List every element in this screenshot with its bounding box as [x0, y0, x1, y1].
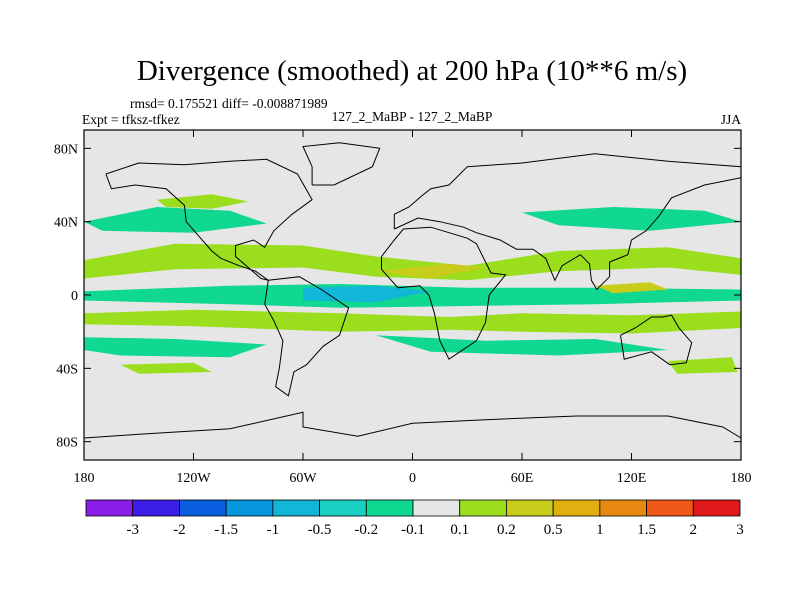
contour-region-6 [84, 309, 741, 334]
contour-region-4 [157, 194, 249, 209]
x-axis: 180 120W 60W 0 60E 120E 180 [74, 130, 752, 486]
y-axis: 80N 40N 0 40S 80S [54, 142, 741, 451]
colorbar-swatch [319, 499, 367, 517]
colorbar-label: 3 [736, 522, 744, 538]
contour-region-9 [120, 362, 212, 374]
colorbar-swatch [692, 499, 741, 517]
coastline-south-america [264, 276, 350, 397]
y-tick-label: 40S [56, 362, 78, 377]
colorbar-label: -0.1 [401, 522, 425, 538]
colorbar-label: 1 [596, 522, 604, 538]
colorbar-swatch [599, 499, 647, 517]
colorbar-label: 1.5 [637, 522, 656, 538]
contour-region-12 [595, 282, 668, 294]
y-tick-label: 80N [54, 142, 78, 157]
expt-line: Expt = tfksz-tfkez [82, 112, 180, 127]
colorbar-label: -1 [267, 522, 280, 538]
contour-region-8 [376, 335, 668, 356]
contour-region-5 [522, 207, 741, 231]
contour-region-7 [84, 337, 267, 358]
y-tick-label: 0 [71, 289, 78, 304]
colorbar-label: -3 [126, 522, 139, 538]
x-tick-label: 60E [511, 471, 534, 486]
colorbar-swatch [459, 499, 507, 517]
coastline-north-america [105, 158, 313, 281]
x-tick-label: 120E [617, 471, 647, 486]
contour-region-0 [84, 284, 741, 308]
x-tick-label: 0 [409, 471, 416, 486]
colorbar-label: 2 [690, 522, 698, 538]
colorbar-swatch [179, 499, 227, 517]
center-label: 127_2_MaBP - 127_2_MaBP [332, 109, 493, 124]
season-label: JJA [721, 112, 742, 127]
contour-fill-layer [84, 194, 741, 374]
colorbar-swatch [412, 499, 461, 517]
contour-region-11 [376, 263, 486, 279]
colorbar: -3 -2 -1.5 -1 -0.5 -0.2 -0.1 0.1 0.2 0.5 1 1.5 2 3 [85, 499, 744, 538]
chart-title: Divergence (smoothed) at 200 hPa (10**6 … [137, 55, 687, 87]
colorbar-swatch [365, 499, 414, 517]
colorbar-label: -2 [173, 522, 186, 538]
colorbar-swatch [506, 499, 554, 517]
coastline-australia [620, 314, 693, 366]
y-tick-label: 80S [56, 436, 78, 451]
coastline-layer [83, 142, 742, 439]
colorbar-swatch [85, 499, 134, 517]
colorbar-label: -1.5 [214, 522, 238, 538]
contour-region-3 [84, 207, 267, 233]
colorbar-swatch [272, 499, 320, 517]
x-tick-label: 60W [289, 471, 317, 486]
coastline-antarctica [83, 411, 742, 439]
coastline-africa [381, 226, 507, 360]
coastline-eurasia [393, 153, 742, 291]
contour-region-2 [84, 243, 741, 281]
x-tick-label: 180 [74, 471, 95, 486]
colorbar-swatch [646, 499, 694, 517]
colorbar-swatch [132, 499, 180, 517]
coastline-greenland [302, 142, 381, 186]
colorbar-label: 0.1 [450, 522, 469, 538]
y-tick-label: 40N [54, 216, 78, 231]
colorbar-swatch [225, 499, 274, 517]
x-tick-label: 180 [731, 471, 752, 486]
stats-line: rmsd= 0.175521 diff= -0.008871989 [130, 96, 328, 111]
colorbar-swatch [552, 499, 601, 517]
colorbar-label: 0.2 [497, 522, 516, 538]
colorbar-label: -0.2 [354, 522, 378, 538]
x-tick-label: 120W [176, 471, 211, 486]
colorbar-label: -0.5 [308, 522, 332, 538]
contour-region-10 [668, 357, 738, 374]
colorbar-label: 0.5 [544, 522, 563, 538]
